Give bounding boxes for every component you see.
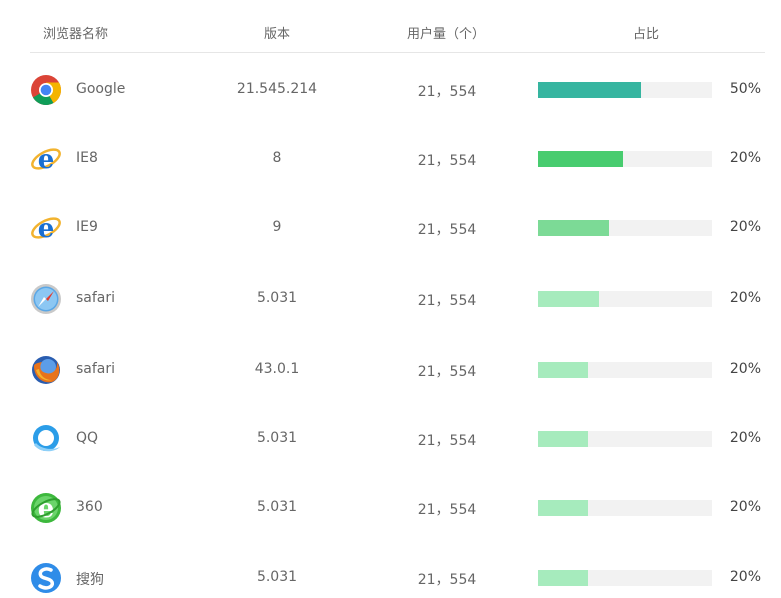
user-count: 21，554 xyxy=(417,364,477,380)
browser-name: IE9 xyxy=(76,219,98,235)
qq-browser-icon xyxy=(30,423,62,455)
browser-version: 9 xyxy=(272,219,282,235)
browser-name: IE8 xyxy=(76,150,98,166)
user-count: 21，554 xyxy=(417,153,477,169)
svg-text:e: e xyxy=(38,214,55,244)
share-bar-fill xyxy=(538,362,589,378)
ie-icon: e xyxy=(30,143,62,175)
share-percent: 20% xyxy=(729,430,761,446)
share-bar-track xyxy=(538,362,712,378)
browser-name: 搜狗 xyxy=(76,572,104,588)
share-bar-track xyxy=(538,82,712,98)
share-percent: 20% xyxy=(729,361,761,377)
table-row: safari 43.0.1 21，554 20% xyxy=(30,350,765,390)
share-bar-fill xyxy=(538,151,624,167)
table-row: Google 21.545.214 21，554 50% xyxy=(30,70,765,110)
browser-name: 360 xyxy=(76,499,103,515)
ie-icon: e xyxy=(30,212,62,244)
share-bar-fill xyxy=(538,220,610,236)
browser-name: safari xyxy=(76,361,116,377)
share-bar-fill xyxy=(538,500,589,516)
user-count: 21，554 xyxy=(417,572,477,588)
360-browser-icon: e xyxy=(30,492,62,524)
share-percent: 50% xyxy=(729,81,761,97)
user-count: 21，554 xyxy=(417,502,477,518)
svg-text:e: e xyxy=(38,145,55,175)
share-bar-fill xyxy=(538,431,589,447)
table-row: 搜狗 5.031 21，554 20% xyxy=(30,558,765,598)
chrome-icon xyxy=(30,74,62,106)
header-browser-name: 浏览器名称 xyxy=(43,27,109,42)
table-header: 浏览器名称 版本 用户量（个） 占比 xyxy=(30,14,765,53)
share-percent: 20% xyxy=(729,219,761,235)
user-count: 21，554 xyxy=(417,222,477,238)
share-bar-track xyxy=(538,220,712,236)
table-row: safari 5.031 21，554 20% xyxy=(30,279,765,319)
browser-version: 43.0.1 xyxy=(254,361,300,377)
header-user-count: 用户量（个） xyxy=(407,27,486,42)
share-bar-track xyxy=(538,291,712,307)
user-count: 21，554 xyxy=(417,84,477,100)
table-row: e IE8 8 21，554 20% xyxy=(30,139,765,179)
share-bar-fill xyxy=(538,291,599,307)
share-bar-track xyxy=(538,570,712,586)
header-share: 占比 xyxy=(633,27,660,42)
share-percent: 20% xyxy=(729,569,761,585)
browser-version: 5.031 xyxy=(256,569,298,585)
browser-version: 5.031 xyxy=(256,430,298,446)
browser-version: 5.031 xyxy=(256,499,298,515)
browser-name: QQ xyxy=(76,430,99,446)
share-bar-track xyxy=(538,151,712,167)
browser-name: safari xyxy=(76,290,116,306)
browser-version: 21.545.214 xyxy=(236,81,318,97)
share-bar-track xyxy=(538,500,712,516)
user-count: 21，554 xyxy=(417,433,477,449)
share-percent: 20% xyxy=(729,290,761,306)
header-version: 版本 xyxy=(264,27,291,42)
share-percent: 20% xyxy=(729,499,761,515)
firefox-icon xyxy=(30,354,62,386)
table-row: QQ 5.031 21，554 20% xyxy=(30,419,765,459)
browser-version: 5.031 xyxy=(256,290,298,306)
share-percent: 20% xyxy=(729,150,761,166)
user-count: 21，554 xyxy=(417,293,477,309)
sogou-icon xyxy=(30,562,62,594)
table-row: e 360 5.031 21，554 20% xyxy=(30,488,765,528)
safari-icon xyxy=(30,283,62,315)
share-bar-fill xyxy=(538,82,641,98)
share-bar-track xyxy=(538,431,712,447)
share-bar-fill xyxy=(538,570,589,586)
browser-name: Google xyxy=(76,81,126,97)
browser-version: 8 xyxy=(272,150,282,166)
table-row: e IE9 9 21，554 20% xyxy=(30,208,765,248)
